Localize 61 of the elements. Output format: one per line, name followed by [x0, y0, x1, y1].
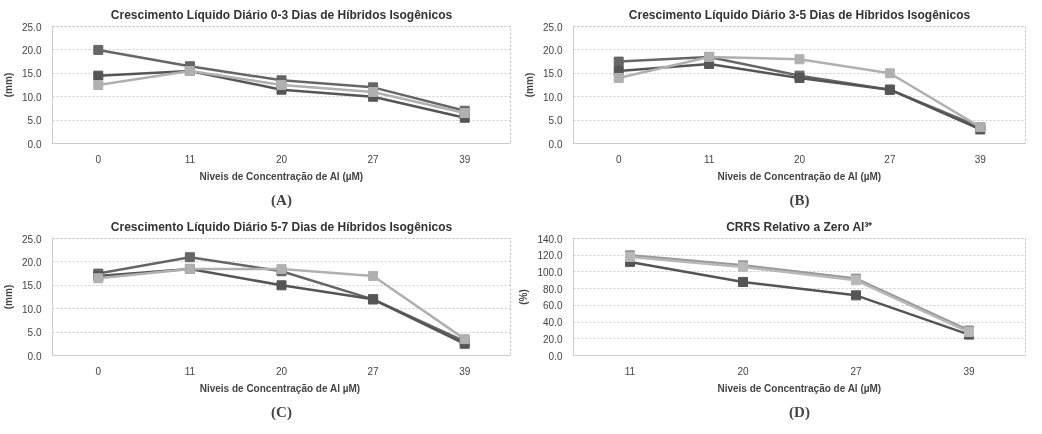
x-tick-label: 11 [184, 153, 196, 165]
y-tick-label: 15.0 [543, 68, 563, 80]
y-tick-label: 25.0 [543, 21, 563, 33]
y-tick-label: 0.0 [548, 138, 563, 150]
chart-title: CRRS Relativo a Zero Al³⁺ [726, 219, 873, 234]
x-tick-label: 27 [367, 365, 380, 377]
y-tick-label: 100.0 [537, 266, 563, 278]
x-tick-label: 0 [615, 153, 622, 165]
x-axis-title: Niveis de Concentração de Al µM) [199, 382, 361, 394]
x-axis-title: Niveis de Concentração de Al (µM) [717, 382, 882, 394]
y-tick-label: 15.0 [22, 68, 42, 80]
text: (D) [789, 403, 810, 421]
x-tick-label: 0 [95, 365, 102, 377]
y-tick-label: 5.0 [548, 115, 563, 127]
x-tick-label: 27 [884, 153, 896, 165]
x-tick-label: 11 [703, 153, 715, 165]
x-tick-label: 39 [963, 365, 975, 377]
x-tick-label: 20 [793, 153, 806, 165]
y-tick-label: 5.0 [27, 115, 42, 127]
x-tick-label: 0 [95, 153, 102, 165]
text: (C) [271, 403, 292, 421]
text: (B) [789, 191, 810, 209]
y-tick-label: 80.0 [543, 283, 563, 295]
x-tick-label: 20 [275, 365, 288, 377]
y-axis-title: (mm) [3, 284, 15, 310]
y-axis-title: (%) [518, 289, 530, 305]
y-tick-label: 20.0 [543, 333, 563, 345]
y-tick-label: 25.0 [22, 233, 42, 245]
x-tick-label: 20 [275, 153, 288, 165]
y-tick-label: 20.0 [22, 256, 42, 268]
y-tick-label: 20.0 [543, 44, 563, 56]
x-tick-label: 27 [367, 153, 380, 165]
y-axis-title: (mm) [524, 72, 536, 98]
y-tick-label: 15.0 [22, 280, 42, 292]
y-tick-label: 5.0 [27, 327, 42, 339]
x-tick-label: 11 [624, 365, 636, 377]
chart-title: Crescimento Líquido Diário 5-7 Dias de Híbridos Isogênicos [110, 219, 453, 234]
y-tick-label: 10.0 [22, 91, 42, 103]
x-tick-label: 39 [459, 365, 471, 377]
x-tick-label: 27 [850, 365, 862, 377]
y-tick-label: 120.0 [537, 250, 563, 262]
chart-title: Crescimento Líquido Diário 3-5 Dias de Híbridos Isogênicos [628, 7, 971, 22]
x-tick-label: 20 [737, 365, 749, 377]
chart-title: Crescimento Líquido Diário 0-3 Dias de Híbridos Isogênicos [110, 7, 453, 22]
y-tick-label: 20.0 [22, 44, 42, 56]
y-tick-label: 60.0 [543, 300, 563, 312]
y-tick-label: 140.0 [537, 233, 563, 245]
x-tick-label: 11 [184, 365, 196, 377]
y-axis-title: (mm) [3, 72, 15, 98]
y-tick-label: 10.0 [543, 91, 563, 103]
x-axis-title: Niveis de Concentração de Al (µM) [199, 170, 364, 182]
y-tick-label: 25.0 [22, 21, 42, 33]
y-tick-label: 0.0 [27, 350, 42, 362]
x-tick-label: 39 [459, 153, 471, 165]
y-tick-label: 0.0 [27, 138, 42, 150]
text: (A) [271, 191, 292, 209]
x-tick-label: 39 [974, 153, 987, 165]
y-tick-label: 40.0 [543, 317, 563, 329]
y-tick-label: 10.0 [22, 303, 42, 315]
y-tick-label: 0.0 [548, 350, 563, 362]
x-axis-title: Niveis de Concentração de Al (µM) [717, 170, 882, 182]
